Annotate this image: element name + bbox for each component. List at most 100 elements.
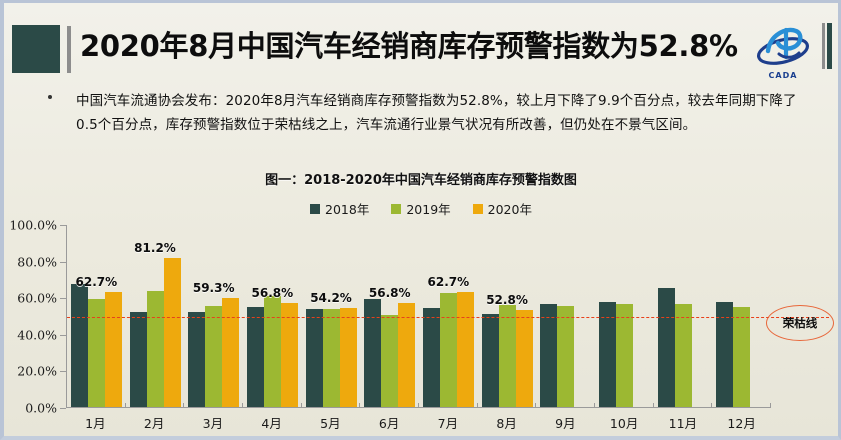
y-axis-tick-mark	[60, 225, 66, 226]
legend-item-2020年: 2020年	[472, 199, 532, 218]
bar-group: 56.8%	[360, 225, 419, 408]
bar-group	[712, 225, 771, 408]
bar-2018年-2月	[129, 311, 147, 407]
x-axis-label-2月: 2月	[143, 416, 165, 431]
threshold-line	[67, 316, 829, 318]
bar-2018年-1月	[70, 284, 88, 407]
bar-2019年-1月	[87, 298, 105, 407]
bar-group: 52.8%	[478, 225, 537, 408]
header-accent-bar-gray	[822, 23, 825, 69]
cada-logo: CADA	[752, 21, 814, 81]
x-axis-labels: 1月 2月 3月 4月 5月 6月 7月 8月 9月 10月 11月 12月	[66, 413, 771, 432]
bar-2019年-8月	[498, 304, 516, 407]
bar-2020年-1月	[104, 292, 122, 407]
bar-group	[595, 225, 654, 408]
legend-label: 2019年	[406, 202, 451, 217]
bar-2020年-4月	[280, 303, 298, 407]
bar-2018年-5月	[305, 308, 323, 407]
bullet-text: 中国汽车流通协会发布：2020年8月汽车经销商库存预警指数为52.8%，较上月下…	[76, 93, 797, 133]
bar-group: 56.8%	[243, 225, 302, 408]
title-accent-square	[12, 25, 60, 73]
data-label-3月: 59.3%	[192, 281, 235, 296]
bar-groups: 62.7% 81.2% 59.3% 56.8% 54.2% 56.8% 62.7% 52.8%	[67, 225, 771, 408]
x-axis-label-10月: 10月	[609, 416, 639, 431]
bar-2019年-12月	[733, 306, 751, 407]
bar-2018年-8月	[481, 314, 499, 407]
chart-plot-area: 100.0% 80.0% 60.0% 40.0% 20.0% 0.0% 62.7% 81.2…	[9, 218, 829, 416]
bar-2020年-3月	[222, 298, 240, 407]
chart-title: 图一：2018-2020年中国汽车经销商库存预警指数图	[265, 173, 577, 188]
bar-2020年-2月	[163, 258, 181, 407]
logo-wordmark: CADA	[768, 71, 798, 80]
bar-2020年-6月	[398, 303, 416, 407]
x-axis-label-7月: 7月	[437, 416, 459, 431]
y-axis-line	[66, 225, 67, 408]
bar-2018年-6月	[364, 299, 382, 407]
x-axis-label-5月: 5月	[320, 416, 341, 431]
bar-2019年-5月	[322, 308, 340, 407]
y-axis-tick-mark	[60, 334, 66, 336]
y-axis-tick-label: 0.0%	[25, 400, 57, 416]
x-axis-label-3月: 3月	[202, 416, 224, 431]
legend-item-2018年: 2018年	[310, 199, 369, 218]
bar-2018年-4月	[246, 307, 264, 407]
bar-2018年-3月	[188, 311, 206, 407]
bar-2018年-10月	[598, 302, 616, 407]
y-axis-tick-label: 20.0%	[17, 363, 57, 379]
bar-2020年-5月	[339, 307, 357, 407]
page-title: 2020年8月中国汽车经销商库存预警指数为52.8%	[80, 29, 738, 63]
bar-2018年-7月	[422, 308, 440, 407]
bar-group: 62.7%	[419, 225, 478, 408]
threshold-badge: 荣枯线	[766, 305, 834, 341]
data-label-5月: 54.2%	[310, 290, 352, 305]
y-axis-tick-mark	[60, 261, 66, 263]
x-axis-label-6月: 6月	[378, 416, 400, 431]
header-accent-bar-dark	[827, 23, 832, 69]
bullet-paragraph: 中国汽车流通协会发布：2020年8月汽车经销商库存预警指数为52.8%，较上月下…	[48, 89, 818, 137]
y-axis-tick-mark	[60, 298, 66, 300]
y-axis-tick-label: 60.0%	[17, 290, 57, 306]
x-axis-label-1月: 1月	[85, 416, 106, 431]
legend-label: 2020年	[487, 202, 532, 217]
bar-2019年-2月	[146, 290, 164, 407]
data-label-4月: 56.8%	[251, 286, 294, 301]
title-accent-rule	[67, 26, 71, 73]
x-axis-label-8月: 8月	[496, 416, 517, 431]
y-axis-tick-mark	[60, 408, 66, 409]
y-axis-tick-mark	[60, 371, 66, 373]
bar-2019年-10月	[615, 304, 633, 407]
bar-2018年-9月	[540, 304, 558, 407]
legend-item-2019年: 2019年	[391, 199, 451, 218]
data-label-7月: 62.7%	[427, 275, 470, 290]
legend-label: 2018年	[325, 202, 370, 217]
y-axis-tick-label: 100.0%	[9, 217, 57, 233]
data-label-6月: 56.8%	[368, 286, 411, 301]
bar-group	[654, 225, 713, 408]
bar-2020年-8月	[515, 310, 533, 407]
bar-2018年-12月	[716, 302, 734, 407]
bar-2018年-11月	[657, 288, 675, 407]
bar-2019年-4月	[263, 295, 281, 407]
legend-swatch-icon	[310, 203, 321, 214]
bar-group: 54.2%	[302, 225, 361, 408]
data-label-8月: 52.8%	[486, 293, 528, 308]
bar-group: 62.7%	[67, 225, 126, 408]
bar-group	[536, 225, 595, 408]
bar-2019年-6月	[381, 314, 399, 407]
data-label-1月: 62.7%	[75, 275, 118, 290]
title-block: 2020年8月中国汽车经销商库存预警指数为52.8%	[12, 25, 742, 73]
data-label-2月: 81.2%	[134, 241, 176, 256]
bar-2019年-9月	[557, 305, 575, 407]
legend-swatch-icon	[391, 203, 402, 214]
x-axis-label-11月: 11月	[668, 416, 698, 431]
slide-background: 2020年8月中国汽车经销商库存预警指数为52.8% CADA 中国汽车流通协会…	[4, 3, 838, 436]
bar-2019年-3月	[205, 305, 223, 407]
x-axis-label-9月: 9月	[555, 416, 576, 431]
x-axis-label-4月: 4月	[261, 416, 282, 431]
chart-legend: 2018年 2019年 2020年	[4, 199, 838, 218]
y-axis-tick-label: 80.0%	[17, 254, 57, 270]
bullet-dot-icon	[48, 95, 52, 99]
cada-logo-icon	[756, 27, 810, 65]
bar-2020年-7月	[456, 292, 474, 407]
